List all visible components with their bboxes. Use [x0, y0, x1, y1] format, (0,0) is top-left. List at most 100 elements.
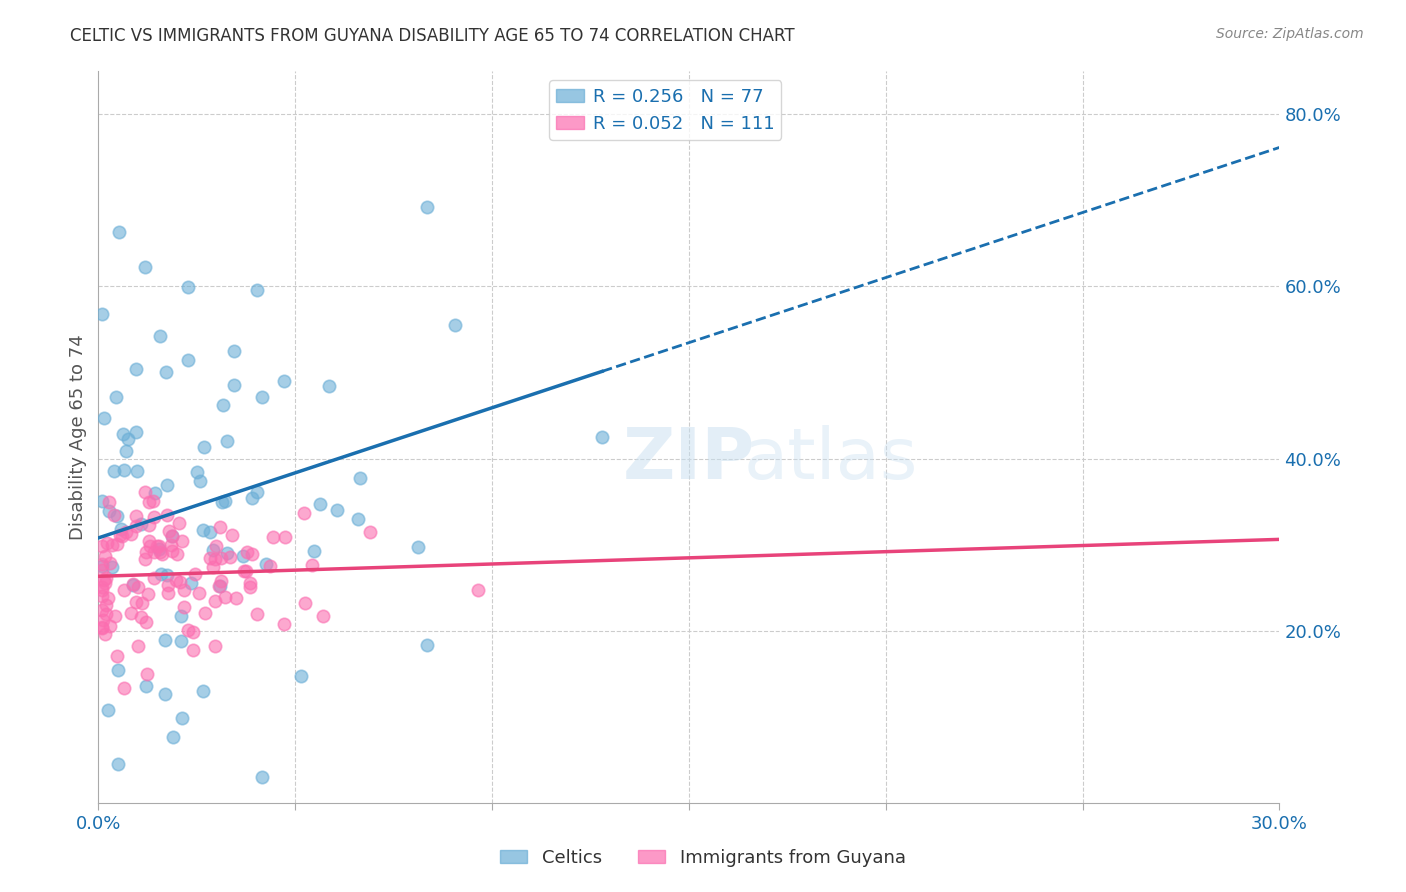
- Point: [122, 578, 145, 592]
- Point: [242, 547, 264, 561]
- Point: [198, 551, 221, 566]
- Point: [160, 529, 183, 543]
- Point: [166, 547, 188, 561]
- Point: [149, 329, 172, 343]
- Point: [105, 537, 128, 551]
- Point: [98, 504, 121, 518]
- Point: [193, 441, 215, 455]
- Point: [103, 464, 125, 478]
- Point: [233, 564, 256, 578]
- Point: [198, 524, 221, 539]
- Point: [104, 608, 127, 623]
- Point: [318, 379, 340, 393]
- Point: [156, 578, 179, 592]
- Point: [127, 580, 149, 594]
- Point: [125, 362, 148, 376]
- Point: [108, 528, 131, 542]
- Point: [188, 586, 211, 600]
- Point: [96, 536, 118, 550]
- Point: [146, 539, 169, 553]
- Point: [91, 540, 114, 554]
- Point: [416, 200, 439, 214]
- Point: [250, 390, 273, 404]
- Point: [148, 542, 170, 557]
- Point: [173, 582, 195, 597]
- Point: [149, 566, 172, 581]
- Point: [184, 567, 207, 582]
- Point: [186, 465, 208, 479]
- Point: [134, 552, 156, 566]
- Point: [156, 508, 179, 523]
- Point: [408, 540, 430, 554]
- Point: [157, 586, 180, 600]
- Point: [91, 621, 114, 635]
- Point: [239, 576, 262, 591]
- Point: [349, 471, 371, 485]
- Point: [129, 516, 152, 531]
- Point: [177, 624, 200, 638]
- Point: [121, 577, 143, 591]
- Point: [172, 533, 194, 548]
- Point: [274, 531, 297, 545]
- Text: ZIP: ZIP: [623, 425, 755, 493]
- Point: [105, 390, 128, 404]
- Point: [100, 559, 122, 574]
- Point: [96, 607, 118, 621]
- Point: [176, 352, 198, 367]
- Point: [162, 730, 184, 744]
- Point: [172, 711, 194, 725]
- Point: [219, 549, 242, 564]
- Point: [112, 681, 135, 695]
- Point: [153, 633, 176, 648]
- Point: [112, 583, 135, 598]
- Point: [98, 495, 121, 509]
- Point: [170, 634, 193, 648]
- Point: [91, 582, 114, 597]
- Point: [155, 365, 177, 379]
- Point: [236, 545, 259, 559]
- Point: [94, 626, 117, 640]
- Point: [304, 543, 326, 558]
- Point: [127, 464, 149, 478]
- Point: [273, 617, 295, 632]
- Point: [115, 444, 138, 458]
- Point: [91, 580, 114, 594]
- Point: [221, 528, 243, 542]
- Point: [204, 551, 226, 566]
- Point: [180, 576, 202, 591]
- Point: [194, 606, 217, 620]
- Point: [103, 508, 125, 522]
- Point: [91, 613, 114, 627]
- Point: [177, 279, 200, 293]
- Point: [416, 639, 439, 653]
- Point: [125, 425, 148, 439]
- Point: [214, 590, 236, 604]
- Point: [242, 491, 264, 505]
- Point: [250, 770, 273, 784]
- Point: [157, 524, 180, 539]
- Point: [145, 486, 167, 500]
- Point: [94, 549, 117, 564]
- Point: [142, 545, 165, 559]
- Text: Source: ZipAtlas.com: Source: ZipAtlas.com: [1216, 27, 1364, 41]
- Point: [136, 587, 159, 601]
- Point: [91, 602, 114, 616]
- Point: [191, 523, 214, 537]
- Point: [312, 609, 335, 624]
- Point: [188, 475, 211, 489]
- Point: [97, 703, 120, 717]
- Point: [111, 426, 134, 441]
- Point: [201, 543, 224, 558]
- Point: [181, 643, 204, 657]
- Point: [209, 551, 232, 566]
- Point: [101, 538, 124, 552]
- Point: [170, 609, 193, 624]
- Point: [96, 598, 118, 612]
- Point: [222, 377, 245, 392]
- Legend: R = 0.256   N = 77, R = 0.052   N = 111: R = 0.256 N = 77, R = 0.052 N = 111: [550, 80, 782, 140]
- Point: [91, 589, 114, 603]
- Point: [346, 512, 368, 526]
- Point: [135, 615, 157, 629]
- Point: [138, 518, 160, 533]
- Point: [91, 558, 114, 572]
